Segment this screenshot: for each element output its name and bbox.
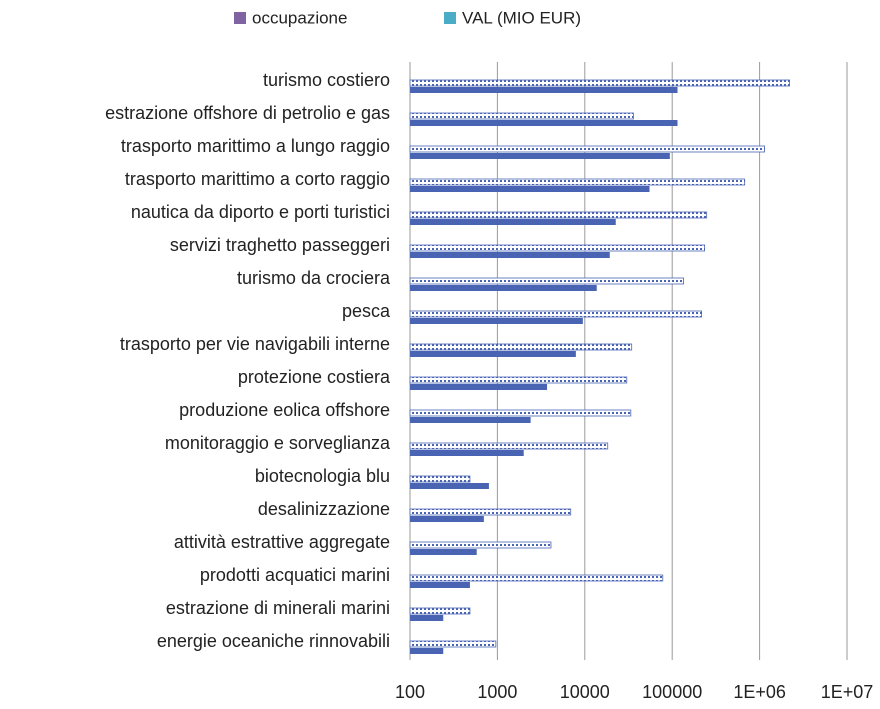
bar xyxy=(409,310,703,318)
bar xyxy=(410,318,583,324)
bar xyxy=(409,442,609,450)
x-tick-label: 1E+07 xyxy=(821,682,874,702)
x-tick-label: 100 xyxy=(395,682,425,702)
category-label: servizi traghetto passeggeri xyxy=(170,235,390,255)
legend-swatch xyxy=(444,12,456,24)
bar xyxy=(409,277,684,285)
bar xyxy=(409,145,765,153)
category-label: monitoraggio e sorveglianza xyxy=(165,433,391,453)
bar xyxy=(409,475,471,483)
bar xyxy=(409,343,633,351)
bar xyxy=(410,285,597,291)
x-tick-label: 1E+06 xyxy=(733,682,786,702)
bar xyxy=(410,615,444,621)
bar xyxy=(410,483,489,489)
category-label: turismo da crociera xyxy=(237,268,391,288)
x-tick-label: 100000 xyxy=(642,682,702,702)
bar xyxy=(409,640,497,648)
category-label: nautica da diporto e porti turistici xyxy=(131,202,390,222)
bar xyxy=(410,87,678,93)
category-label: biotecnologia blu xyxy=(255,466,390,486)
bar xyxy=(409,574,664,582)
bar xyxy=(410,153,670,159)
category-label: attività estrattive aggregate xyxy=(174,532,390,552)
category-label: energie oceaniche rinnovabili xyxy=(157,631,390,651)
bar xyxy=(410,384,548,390)
bar xyxy=(409,607,471,615)
category-label: estrazione offshore di petrolio e gas xyxy=(105,103,390,123)
bar xyxy=(410,516,484,522)
bar xyxy=(409,508,572,516)
bar xyxy=(409,79,790,87)
category-label: turismo costiero xyxy=(263,70,390,90)
legend-label: VAL (MIO EUR) xyxy=(462,8,581,27)
category-label: desalinizzazione xyxy=(258,499,390,519)
bar xyxy=(410,450,524,456)
bar xyxy=(410,351,576,357)
bar xyxy=(410,582,470,588)
bar xyxy=(409,211,708,219)
bar xyxy=(410,186,650,192)
bar xyxy=(410,252,610,258)
x-tick-label: 1000 xyxy=(477,682,517,702)
category-label: trasporto marittimo a corto raggio xyxy=(125,169,390,189)
category-label: trasporto per vie navigabili interne xyxy=(120,334,390,354)
bar xyxy=(410,648,444,654)
bar xyxy=(409,409,632,417)
bar xyxy=(410,549,477,555)
category-label: produzione eolica offshore xyxy=(179,400,390,420)
category-label: prodotti acquatici marini xyxy=(200,565,390,585)
legend-label: occupazione xyxy=(252,8,347,27)
bar xyxy=(410,219,616,225)
bar xyxy=(409,244,706,252)
x-tick-label: 10000 xyxy=(560,682,610,702)
bar xyxy=(410,120,678,126)
category-label: trasporto marittimo a lungo raggio xyxy=(121,136,390,156)
bar xyxy=(409,178,746,186)
bar xyxy=(409,376,628,384)
bar xyxy=(409,112,634,120)
bar xyxy=(410,417,531,423)
legend-swatch xyxy=(234,12,246,24)
category-label: pesca xyxy=(342,301,391,321)
bar xyxy=(409,541,552,549)
category-label: estrazione di minerali marini xyxy=(166,598,390,618)
category-label: protezione costiera xyxy=(238,367,391,387)
